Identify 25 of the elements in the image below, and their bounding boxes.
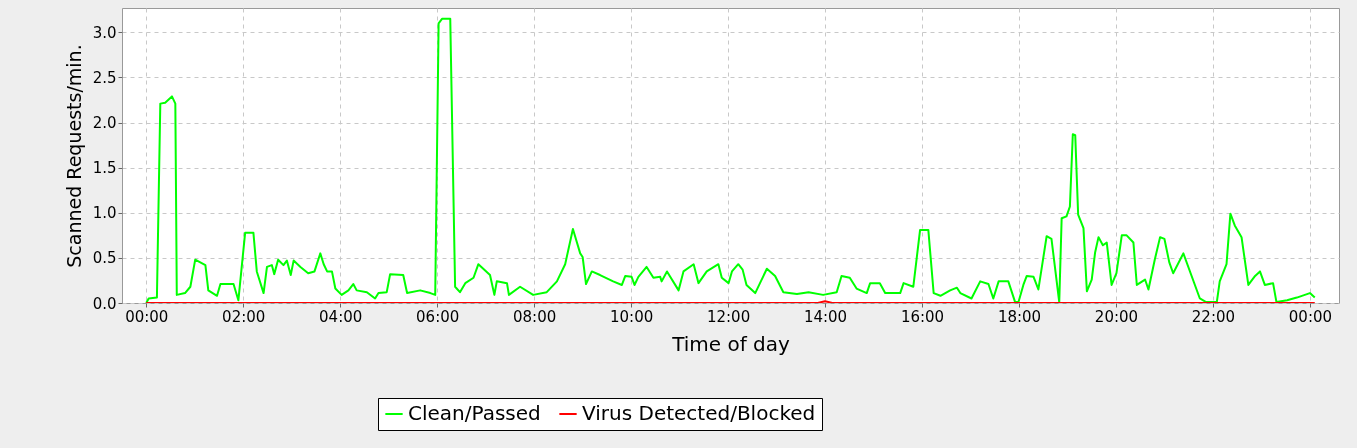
legend-label: Virus Detected/Blocked (582, 401, 816, 425)
y-tick-label: 2.0 (92, 114, 117, 133)
y-tick-label: 3.0 (92, 23, 117, 42)
y-tick-label: 0.0 (92, 294, 117, 313)
x-tick-label: 02:00 (222, 307, 266, 326)
line-series (145, 17, 1316, 303)
y-tick-label: 0.5 (92, 249, 117, 268)
x-tick-label: 20:00 (1094, 307, 1139, 326)
x-tick-label: 04:00 (319, 307, 363, 326)
x-tick-label: 18:00 (997, 307, 1042, 326)
x-tick-label: 14:00 (803, 307, 848, 326)
x-tick-label: 10:00 (609, 307, 654, 326)
x-tick-label: 00:00 (1288, 307, 1333, 326)
x-tick-label: 22:00 (1191, 307, 1236, 326)
x-tick-label: 08:00 (513, 307, 557, 326)
x-tick-label: 12:00 (706, 307, 751, 326)
x-tick-label: 06:00 (416, 307, 460, 326)
legend-label: Clean/Passed (408, 401, 541, 425)
x-tick-label: 16:00 (900, 307, 945, 326)
y-tick-label: 1.5 (92, 159, 117, 178)
x-tick-label: 00:00 (125, 307, 169, 326)
y-axis-title: Scanned Requests/min. (62, 44, 85, 268)
y-tick-label: 1.0 (92, 204, 117, 223)
x-axis-title: Time of day (671, 331, 791, 356)
y-tick-label: 2.5 (92, 68, 117, 87)
